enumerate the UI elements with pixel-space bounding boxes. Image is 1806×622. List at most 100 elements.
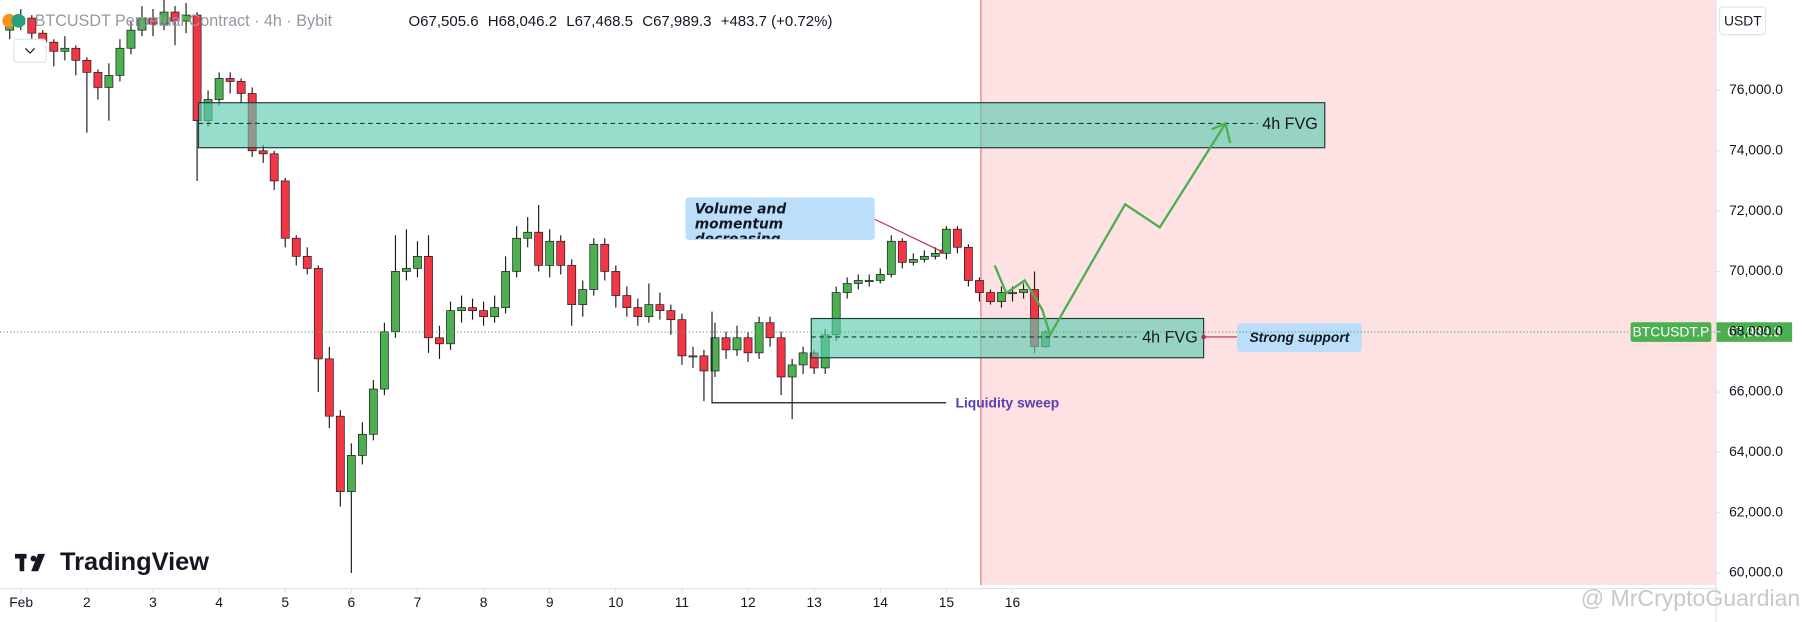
candle-body xyxy=(391,271,400,333)
candle-body xyxy=(964,246,973,281)
candle-body xyxy=(137,17,147,31)
ohlc-value: 67,468.5 xyxy=(575,13,633,30)
arrow-head xyxy=(1211,121,1232,144)
currency-box xyxy=(1718,6,1767,36)
candle-body xyxy=(181,14,191,22)
y-tick-label: 70,000.0 xyxy=(1729,262,1783,278)
candle-body xyxy=(776,337,786,378)
candle-body xyxy=(214,78,224,100)
candle-body xyxy=(104,75,114,88)
x-tick-label: 4 xyxy=(215,594,223,610)
candle-body xyxy=(269,153,279,182)
ohlc-key: L xyxy=(566,13,574,30)
candle-body xyxy=(402,268,411,272)
support-box xyxy=(1237,323,1362,352)
candle-body xyxy=(82,59,92,73)
candle-body xyxy=(908,259,918,263)
collapse-button[interactable] xyxy=(13,38,47,63)
candle-body xyxy=(424,255,433,339)
upper-fvg-zone xyxy=(197,102,1326,149)
x-tick-label: 15 xyxy=(939,594,955,610)
candle-body xyxy=(368,388,378,435)
candle-body xyxy=(699,355,709,372)
x-tick-label: Feb xyxy=(9,594,33,610)
candle-body xyxy=(975,280,984,293)
candle-body xyxy=(688,355,698,358)
candle-body xyxy=(534,231,544,266)
candle-body xyxy=(787,364,797,378)
x-tick-label: 6 xyxy=(347,594,355,610)
candle-body xyxy=(622,295,632,308)
ohlc-value: 68,046.2 xyxy=(499,13,557,30)
candle-body xyxy=(997,292,1006,302)
chevron xyxy=(24,48,36,54)
candle-body xyxy=(159,11,169,25)
watermark: @ MrCryptoGuardian xyxy=(1581,585,1801,611)
x-tick-label: 2 xyxy=(83,594,91,610)
candle-body xyxy=(743,337,753,354)
last-price-label: 67,989.3 xyxy=(1727,323,1781,339)
candle-body xyxy=(655,304,665,311)
ohlc-key: H xyxy=(488,13,499,30)
y-tick-label: 74,000.0 xyxy=(1729,141,1783,157)
candle-body xyxy=(710,337,720,372)
y-tick-label: 62,000.0 xyxy=(1729,503,1783,519)
last-price-box xyxy=(1715,322,1793,342)
y-tick-label: 68,000.0 xyxy=(1729,322,1783,338)
callout-pointer xyxy=(874,218,942,253)
candle-body xyxy=(1019,289,1028,293)
candle-body xyxy=(986,292,995,302)
candle-body xyxy=(49,41,59,52)
candle-body xyxy=(919,255,929,260)
candle-body xyxy=(666,310,676,321)
candle-body xyxy=(501,271,510,308)
x-tick-label: 5 xyxy=(281,594,289,610)
x-tick-label: 11 xyxy=(675,594,690,610)
candle-body xyxy=(324,358,334,417)
candle-body xyxy=(677,319,687,357)
candle-body xyxy=(864,280,874,282)
candle-body xyxy=(479,310,488,318)
candle-body xyxy=(93,72,103,88)
x-tick-label: 14 xyxy=(873,594,889,610)
candle-body xyxy=(853,280,863,284)
ohlc-value: 67,989.3 xyxy=(653,13,711,30)
candle-body xyxy=(600,243,610,272)
candle-body xyxy=(302,255,312,269)
x-tick-label: 16 xyxy=(1005,594,1021,610)
callout-text: Volume and momentum decreasing xyxy=(694,201,787,239)
projection-arrow xyxy=(993,122,1227,338)
candle-body xyxy=(875,274,885,281)
candle-body xyxy=(446,310,455,345)
price-line-group: BTCUSDT.P 67,989.3 xyxy=(0,322,1793,342)
ohlc-key: O xyxy=(409,13,421,30)
candle-body xyxy=(644,304,654,318)
candle-body xyxy=(611,271,621,296)
lower-fvg-zone xyxy=(810,317,1205,359)
zone-label: 4h FVG xyxy=(1142,328,1198,346)
ohlc-legend: O67,505.6 H68,046.2 L67,468.5 C67,989.3 +483… xyxy=(409,13,833,30)
candle-body xyxy=(346,455,356,492)
candle-body xyxy=(457,307,466,311)
candle-body xyxy=(930,252,940,257)
projection-zone xyxy=(980,0,1716,586)
candle-body xyxy=(413,255,422,269)
currency: USDT xyxy=(1724,13,1762,29)
logo-mark xyxy=(31,553,46,572)
candle-body xyxy=(578,289,588,305)
support-label: Strong support xyxy=(1249,329,1350,345)
candle-body xyxy=(435,337,444,345)
tradingview-logo: TradingView xyxy=(15,548,209,576)
candle-body xyxy=(468,307,477,311)
candle-body xyxy=(512,237,522,272)
candle-body xyxy=(291,237,301,257)
symbol-icon xyxy=(11,13,26,28)
candle-body xyxy=(1008,292,1017,295)
candle-body xyxy=(953,228,962,248)
logo-mark xyxy=(30,555,37,562)
candle-body xyxy=(170,11,180,22)
axes: 60,000.0 62,000.0 64,000.0 66,000.0 68,000.0… xyxy=(9,81,1783,610)
y-tick-label: 76,000.0 xyxy=(1729,81,1783,97)
